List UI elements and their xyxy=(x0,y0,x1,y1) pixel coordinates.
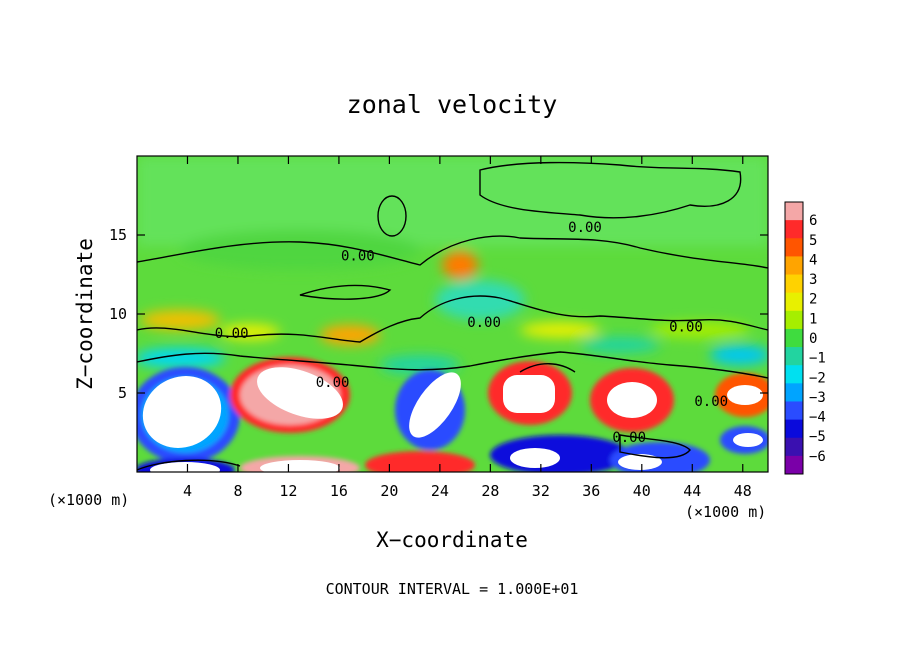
colorbar-tick-label: −5 xyxy=(809,429,826,445)
y-tick-label: 10 xyxy=(109,305,127,323)
x-axis-label: X−coordinate xyxy=(376,528,528,552)
x-tick-label: 4 xyxy=(183,482,192,500)
colorbar-tick-label: 0 xyxy=(809,331,817,347)
colorbar-tick-label: 2 xyxy=(809,292,817,308)
contour-label: 0.00 xyxy=(316,375,350,391)
colorbar-swatch xyxy=(785,419,803,439)
colorbar-swatch xyxy=(785,347,803,366)
colorbar-swatch xyxy=(785,292,803,312)
y-tick-label: 15 xyxy=(109,226,127,244)
velocity-field xyxy=(137,156,768,472)
x-unit-right: (×1000 m) xyxy=(685,503,766,521)
x-axis: 4 8 12 16 20 24 28 32 36 40 44 48 xyxy=(183,156,752,500)
colorbar-swatch xyxy=(785,220,803,239)
colorbar-tick-label: −1 xyxy=(809,351,826,367)
contour-label: 0.00 xyxy=(467,315,501,331)
colorbar-swatch xyxy=(785,328,803,348)
contour-label: 0.00 xyxy=(612,430,646,446)
contour-label: 0.00 xyxy=(215,326,249,342)
x-tick-label: 16 xyxy=(330,482,348,500)
x-tick-label: 20 xyxy=(380,482,398,500)
colorbar-swatch xyxy=(785,202,803,221)
colorbar: 6 5 4 3 2 1 0 −1 −2 −3 −4 −5 −6 xyxy=(784,201,826,475)
colorbar-swatch xyxy=(785,256,803,276)
x-tick-label: 48 xyxy=(734,482,752,500)
x-tick-label: 36 xyxy=(582,482,600,500)
x-tick-label: 28 xyxy=(481,482,499,500)
colorbar-tick-label: 1 xyxy=(809,311,817,327)
colorbar-swatch xyxy=(785,238,803,257)
colorbar-frame xyxy=(784,201,804,475)
colorbar-tick-label: −3 xyxy=(809,390,826,406)
chart-title: zonal velocity xyxy=(347,90,558,119)
colorbar-tick-label: 4 xyxy=(809,252,817,268)
y-tick-label: 5 xyxy=(118,384,127,402)
y-axis: 5 10 15 xyxy=(109,226,768,402)
colorbar-tick-label: 5 xyxy=(809,233,817,249)
colorbar-swatch xyxy=(785,383,803,402)
contour-label: 0.00 xyxy=(694,394,728,410)
contour-label: 0.00 xyxy=(669,320,703,336)
colorbar-swatch xyxy=(785,455,803,475)
x-tick-label: 32 xyxy=(532,482,550,500)
colorbar-tick-label: 6 xyxy=(809,213,817,229)
x-tick-label: 44 xyxy=(683,482,701,500)
colorbar-swatch xyxy=(785,274,803,294)
contour-label: 0.00 xyxy=(568,220,602,236)
colorbar-swatch xyxy=(785,437,803,457)
x-tick-label: 12 xyxy=(279,482,297,500)
colorbar-tick-label: 3 xyxy=(809,272,817,288)
colorbar-swatch xyxy=(785,365,803,384)
colorbar-tick-label: −4 xyxy=(809,410,826,426)
colorbar-tick-label: −2 xyxy=(809,370,826,386)
x-tick-label: 40 xyxy=(633,482,651,500)
contour-labels: 0.00 0.00 0.00 0.00 0.00 0.00 0.00 0.00 xyxy=(215,220,728,446)
colorbar-tick-label: −6 xyxy=(809,449,826,465)
x-unit-left: (×1000 m) xyxy=(48,491,129,509)
x-tick-label: 8 xyxy=(233,482,242,500)
colorbar-swatch xyxy=(785,401,803,421)
y-axis-label: Z−coordinate xyxy=(73,238,97,390)
colorbar-swatch xyxy=(785,310,803,330)
x-tick-label: 24 xyxy=(431,482,449,500)
contour-interval-note: CONTOUR INTERVAL = 1.000E+01 xyxy=(326,580,579,598)
contour-label: 0.00 xyxy=(341,249,375,265)
